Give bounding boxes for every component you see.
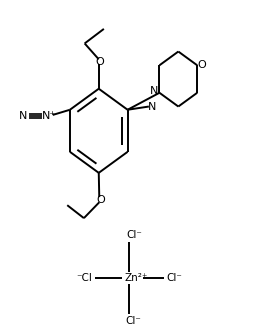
Text: N: N [19, 111, 27, 121]
Text: O: O [95, 57, 104, 67]
Text: N: N [150, 86, 158, 96]
Text: N⁺: N⁺ [42, 111, 56, 121]
Text: O: O [197, 60, 206, 70]
Text: ⁻Cl: ⁻Cl [77, 273, 93, 283]
Text: N: N [148, 102, 157, 112]
Text: Cl⁻: Cl⁻ [166, 273, 182, 283]
Text: Cl⁻: Cl⁻ [126, 230, 142, 240]
Text: O: O [96, 195, 105, 205]
Text: Cl⁻: Cl⁻ [125, 316, 141, 326]
Text: Zn²⁺: Zn²⁺ [124, 273, 148, 283]
